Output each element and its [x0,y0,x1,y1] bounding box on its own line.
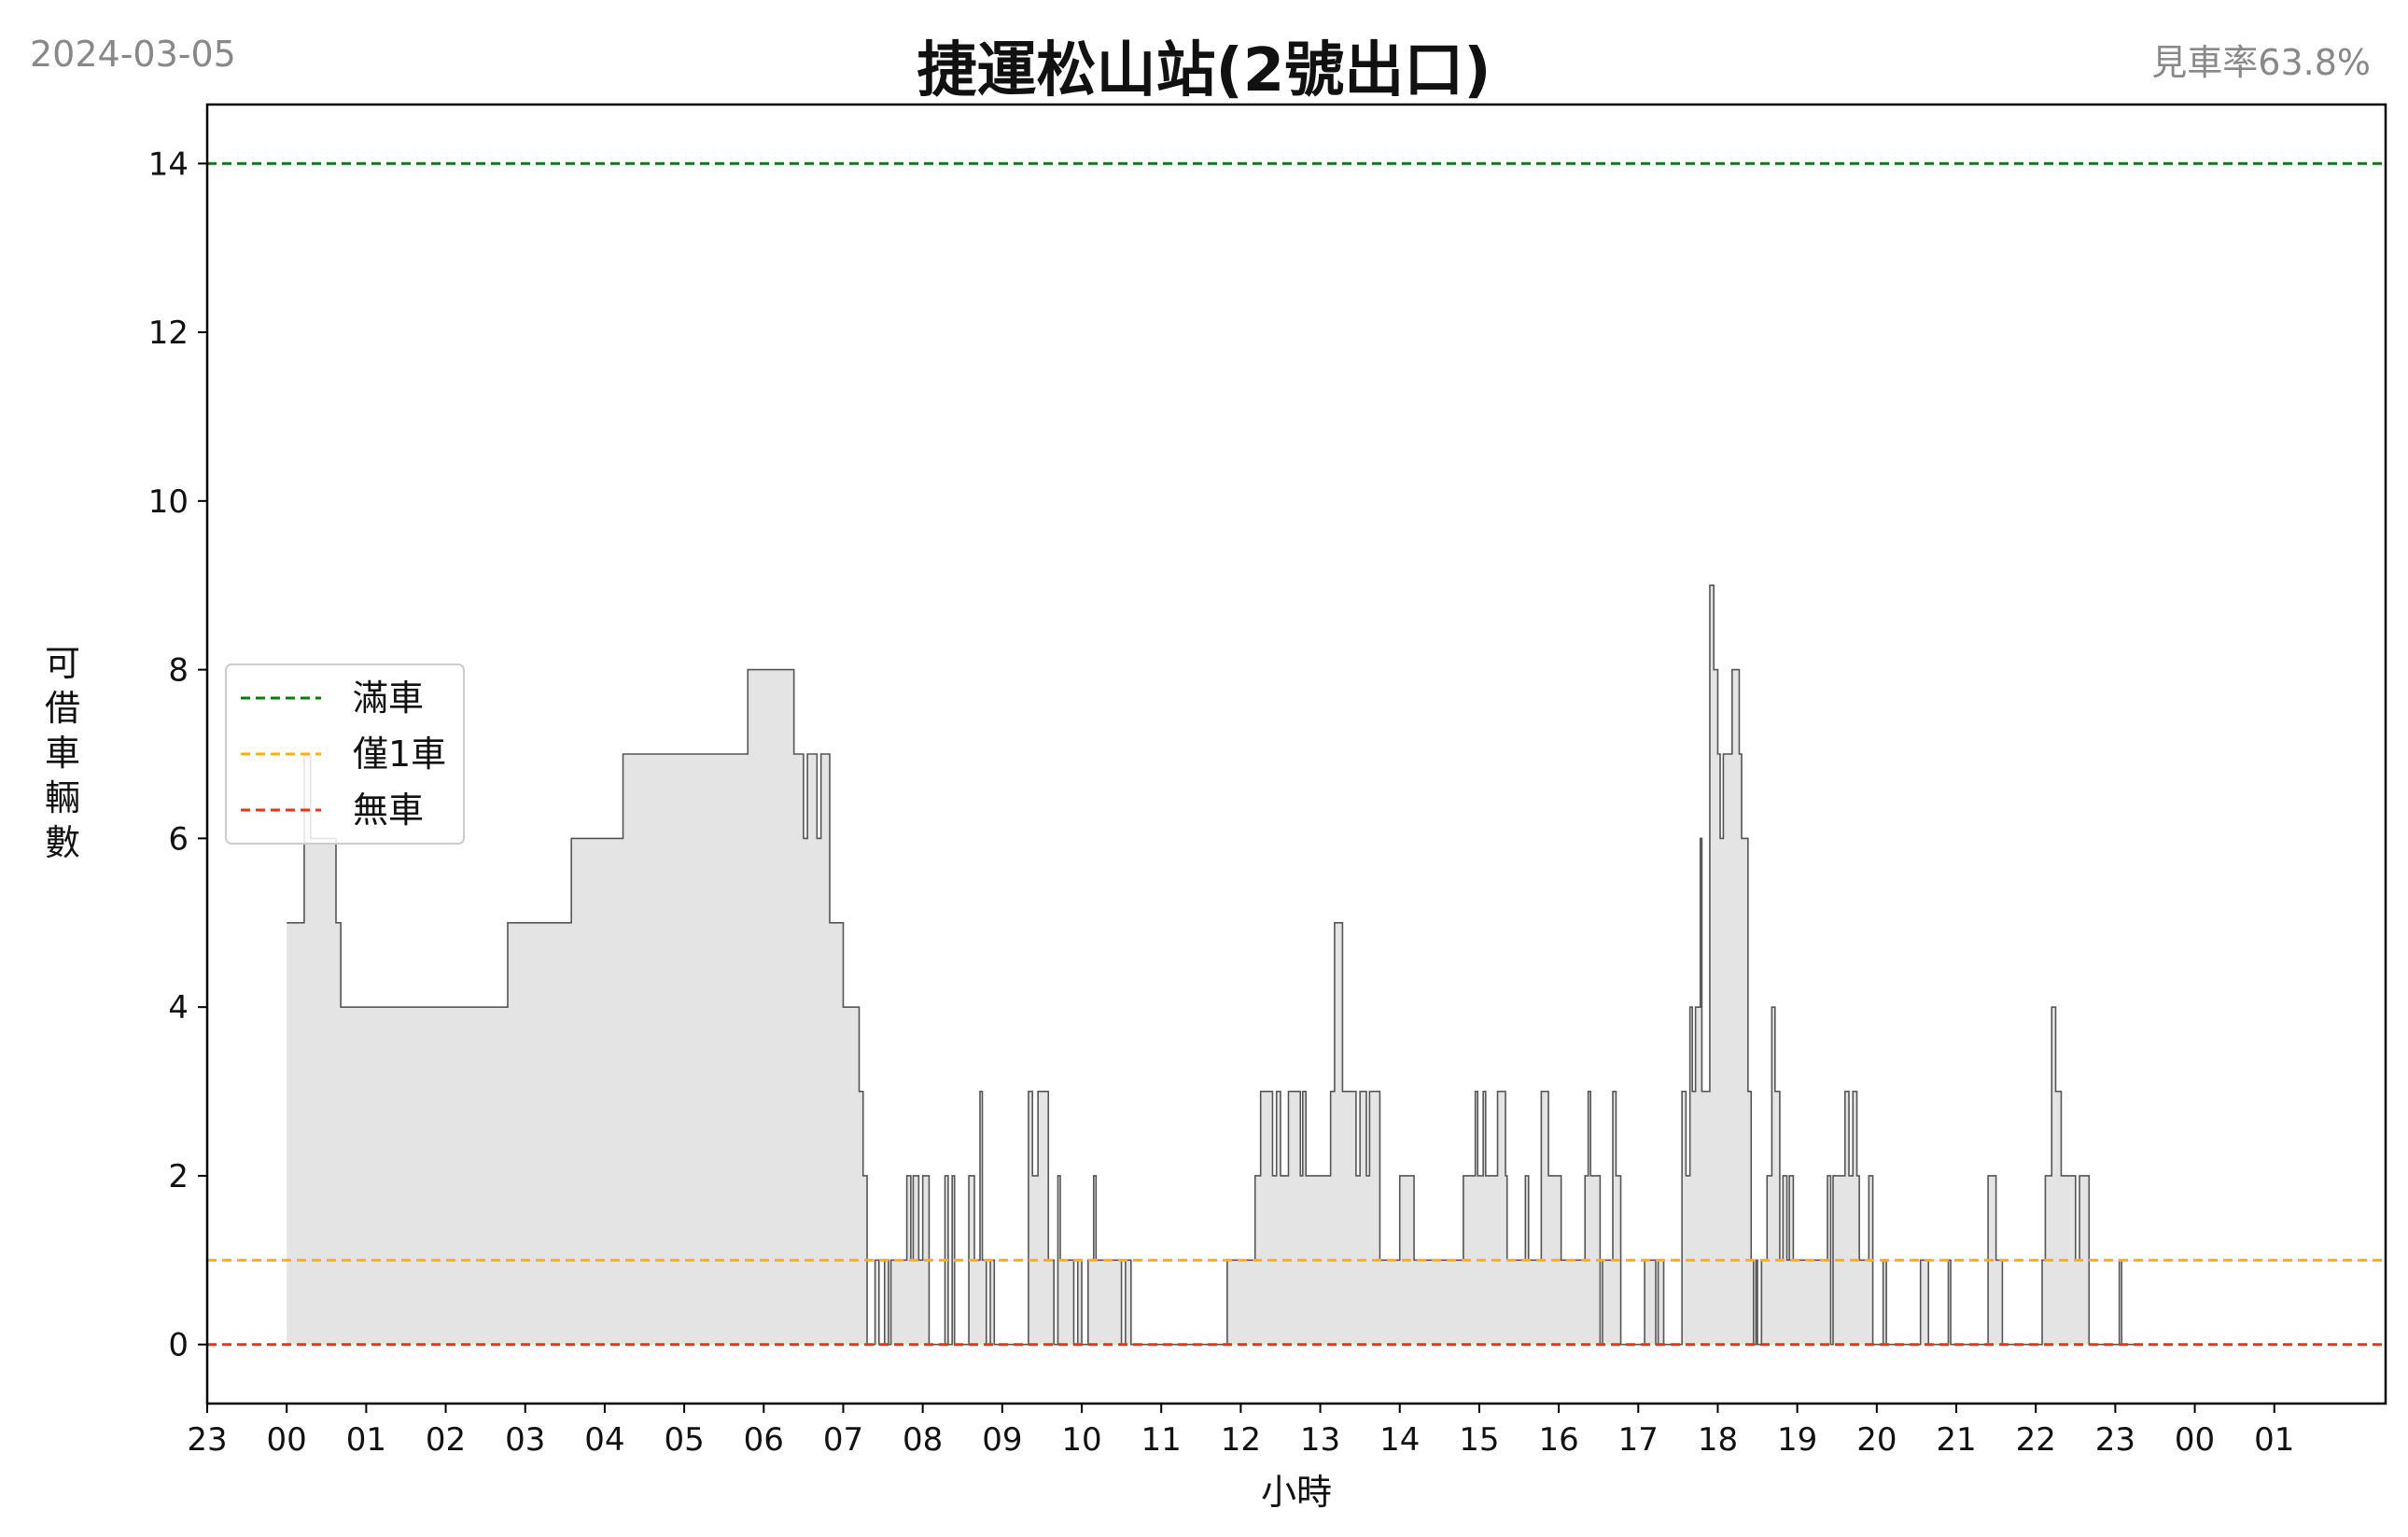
y-tick-label-3: 6 [168,820,189,858]
x-tick-label-1: 00 [267,1421,307,1459]
x-tick-label-26: 01 [2254,1421,2294,1459]
legend-label-one: 僅1車 [353,734,446,775]
y-tick-label-4: 8 [168,652,189,690]
x-tick-label-20: 19 [1777,1421,1817,1459]
x-tick-label-18: 17 [1618,1421,1659,1459]
x-tick-label-4: 03 [505,1421,545,1459]
x-tick-label-3: 02 [426,1421,466,1459]
x-tick-label-25: 00 [2175,1421,2215,1459]
x-tick-label-2: 01 [346,1421,386,1459]
availability-rate: 見車率63.8% [2151,42,2371,83]
x-tick-label-21: 20 [1856,1421,1897,1459]
reference-lines [207,161,2386,1347]
y-tick-label-5: 10 [148,483,189,521]
x-tick-label-15: 14 [1379,1421,1420,1459]
date-label: 2024-03-05 [30,34,236,75]
legend-box [225,664,465,845]
y-axis-ticks: 0 2 4 6 8 10 12 14 [148,146,207,1364]
x-axis-ticks: 23 00 01 02 03 04 05 06 07 08 09 10 11 12 13 14 15 16 17 18… [187,1404,2294,1459]
series-area-0 [287,585,2139,1345]
y-tick-label-1: 2 [168,1158,189,1195]
x-tick-label-17: 16 [1538,1421,1578,1459]
x-tick-label-8: 07 [823,1421,863,1459]
series-layer [287,584,2139,1346]
x-tick-label-10: 09 [982,1421,1022,1459]
x-tick-label-24: 23 [2095,1421,2135,1459]
x-tick-label-11: 10 [1061,1421,1101,1459]
y-tick-label-0: 0 [168,1327,189,1364]
x-tick-label-13: 12 [1221,1421,1261,1459]
y-tick-label-6: 12 [148,314,189,352]
chart-title: 捷運松山站(2號出口) [917,36,1491,105]
x-tick-label-19: 18 [1698,1421,1738,1459]
legend: 滿車 僅1車 無車 [225,664,465,845]
x-tick-label-16: 15 [1459,1421,1499,1459]
y-tick-label-2: 4 [168,989,189,1027]
x-tick-label-12: 11 [1141,1421,1182,1459]
x-tick-label-14: 13 [1300,1421,1340,1459]
y-axis-title: 可借車輛數 [45,643,80,863]
x-tick-label-9: 08 [903,1421,943,1459]
y-axis-title-text: 可借車輛數 [45,643,80,863]
legend-label-none: 無車 [353,789,424,831]
plot-frame [205,103,2387,1405]
x-tick-label-23: 22 [2016,1421,2056,1459]
x-tick-label-6: 05 [664,1421,704,1459]
legend-label-full: 滿車 [353,678,424,719]
y-tick-label-7: 14 [148,146,189,183]
x-axis-title: 小時 [1261,1472,1332,1513]
x-tick-label-22: 21 [1936,1421,1976,1459]
x-tick-label-5: 04 [584,1421,624,1459]
x-tick-label-0: 23 [187,1421,227,1459]
x-tick-label-7: 06 [744,1421,784,1459]
